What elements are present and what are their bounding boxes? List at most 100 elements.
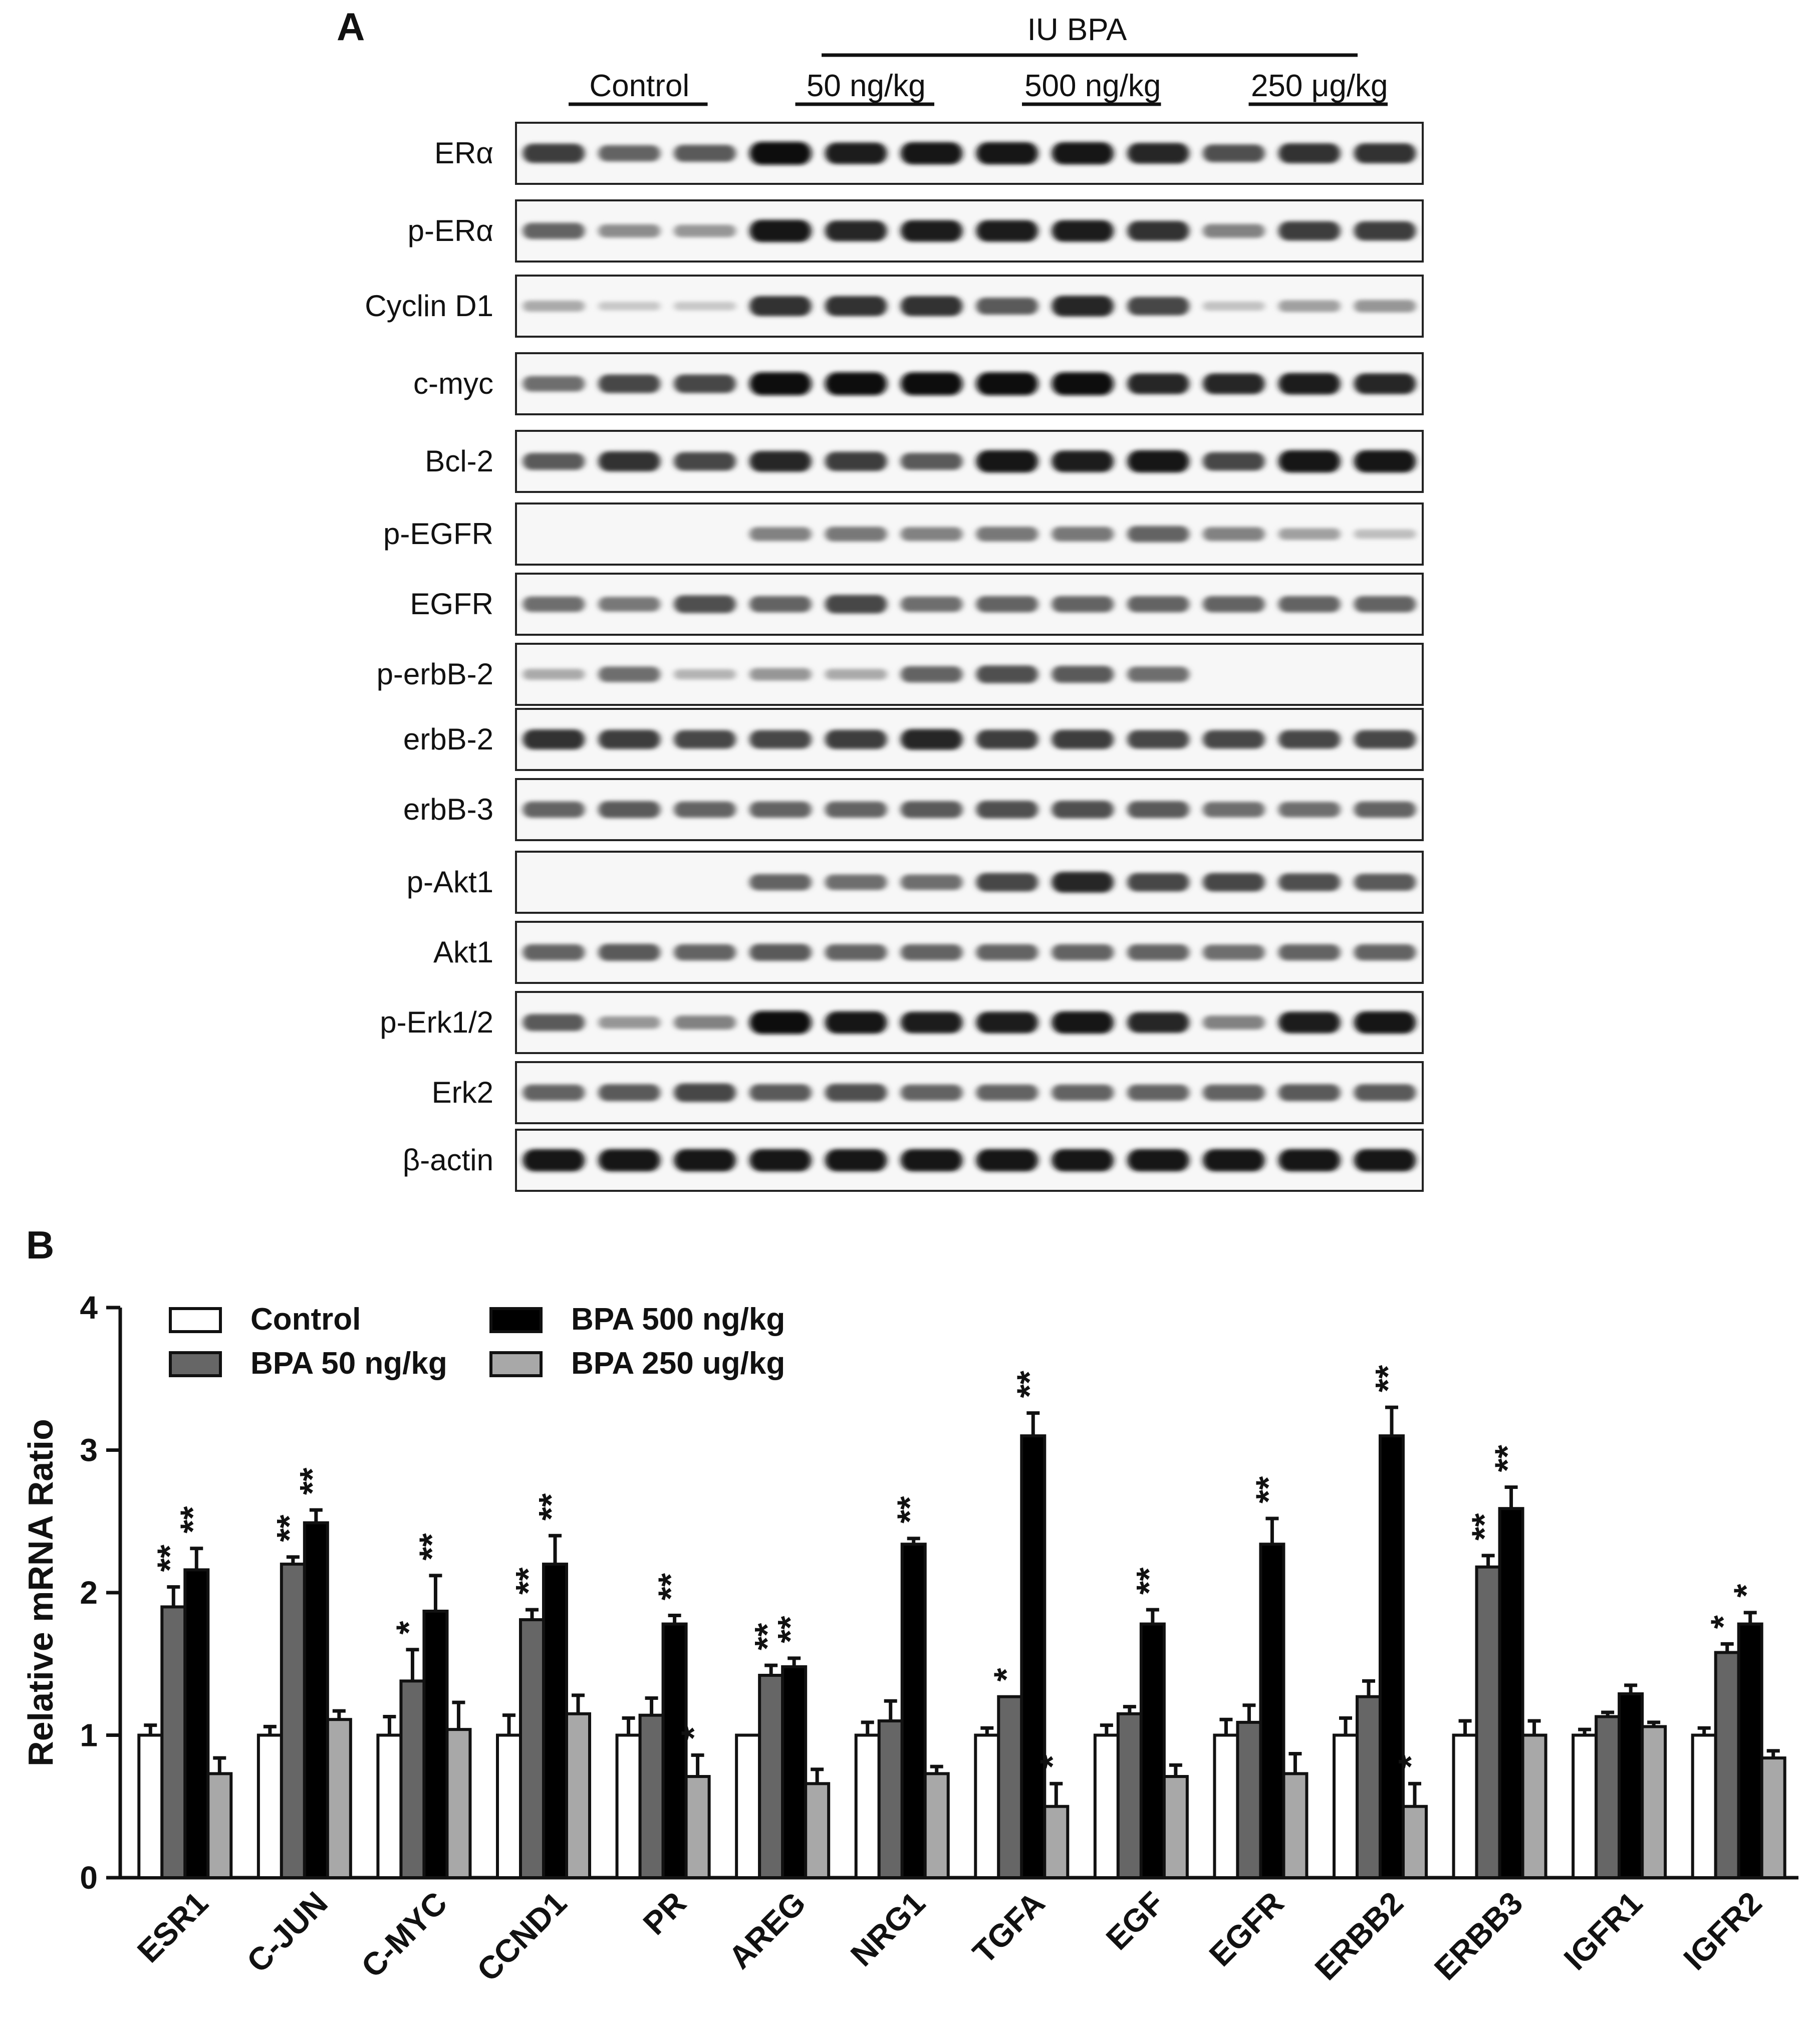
bar	[923, 1772, 950, 1879]
significance-mark: **	[1248, 1476, 1287, 1503]
blot-band	[1203, 1084, 1265, 1101]
blot-band	[1278, 450, 1341, 473]
blot-band	[900, 666, 963, 683]
blot-band	[900, 220, 963, 242]
significance-mark: **	[1009, 1370, 1049, 1398]
blot-band	[749, 1149, 812, 1172]
bar	[1093, 1733, 1120, 1879]
blot-band	[1052, 220, 1114, 242]
blot-label: p-erbB-2	[377, 657, 493, 691]
blot-band	[825, 372, 887, 395]
blot-band	[900, 527, 963, 541]
blot-band	[976, 298, 1038, 315]
blot-band	[1203, 596, 1265, 613]
blot-frame	[515, 643, 1424, 706]
legend-swatch	[169, 1351, 222, 1377]
x-tick-label: ERBB3	[1427, 1885, 1529, 1987]
legend-swatch	[169, 1307, 222, 1333]
blot-band	[1354, 730, 1416, 749]
blot-label: ERα	[434, 136, 493, 170]
significance-mark: **	[173, 1506, 212, 1534]
group-label-0: Control	[589, 69, 689, 103]
blot-band	[598, 801, 661, 818]
blot-label: p-Akt1	[407, 865, 493, 899]
bar	[1521, 1733, 1547, 1879]
blot-frame	[515, 502, 1424, 566]
blot-band	[1278, 528, 1341, 540]
x-tick-label: IGFR1	[1557, 1885, 1649, 1977]
blot-band	[749, 451, 812, 472]
blot-band	[1203, 144, 1265, 162]
blot-band	[674, 801, 736, 818]
bar	[1020, 1434, 1047, 1880]
blot-label: β-actin	[403, 1143, 493, 1177]
blot-band	[749, 1011, 812, 1034]
significance-mark: *	[986, 1668, 1025, 1682]
blot-band	[1127, 666, 1189, 682]
blot-band	[523, 1014, 585, 1031]
bar	[1737, 1622, 1763, 1880]
blot-band	[1052, 450, 1114, 472]
blot-label: Erk2	[432, 1076, 493, 1109]
bar	[1236, 1720, 1262, 1880]
blot-band	[598, 666, 661, 682]
blot-band	[598, 729, 661, 749]
y-axis-title: Relative mRNA Ratio	[21, 1419, 60, 1766]
blot-band	[1127, 373, 1189, 394]
blot-band	[598, 1016, 661, 1029]
blot-band	[598, 451, 661, 471]
blot-band	[976, 1149, 1038, 1172]
bar	[1452, 1733, 1478, 1879]
blot-band	[1354, 944, 1416, 961]
blot-band	[749, 730, 812, 749]
blot-row: p-EGFR	[383, 502, 1424, 566]
blot-band	[825, 527, 887, 542]
blot-band	[1278, 300, 1341, 312]
blot-band	[825, 220, 887, 241]
group-label-2: 500 ng/kg	[1024, 69, 1161, 103]
blot-band	[1278, 730, 1341, 749]
blot-band	[825, 669, 887, 680]
significance-mark: **	[1368, 1365, 1407, 1392]
blot-frame	[515, 275, 1424, 338]
significance-mark: *	[1391, 1754, 1430, 1768]
blot-band	[1354, 529, 1416, 539]
blot-band	[825, 142, 887, 164]
x-tick-label: TGFA	[966, 1885, 1052, 1971]
x-tick-label: AREG	[721, 1885, 813, 1976]
blot-band	[523, 596, 585, 612]
blot-band	[523, 301, 585, 312]
blot-band	[749, 527, 812, 541]
blot-band	[674, 1016, 736, 1030]
legend-label: Control	[250, 1302, 361, 1337]
blot-band	[1203, 373, 1265, 394]
bar	[1116, 1712, 1143, 1879]
blot-band	[1354, 1149, 1416, 1172]
significance-mark: *	[1032, 1754, 1072, 1768]
blot-label: p-ERα	[408, 214, 493, 247]
blot-band	[1052, 944, 1114, 961]
bar	[1714, 1651, 1740, 1879]
blot-band	[1354, 874, 1416, 891]
blot-band	[674, 224, 736, 237]
blot-band	[976, 729, 1038, 749]
blot-band	[1203, 802, 1265, 818]
x-tick-label: C-JUN	[240, 1885, 335, 1979]
significance-mark: **	[1488, 1444, 1527, 1472]
blot-row: p-erbB-2	[377, 643, 1424, 706]
group-label-3: 250 μg/kg	[1251, 69, 1388, 103]
blot-band	[1278, 944, 1341, 961]
significance-mark: **	[508, 1567, 548, 1595]
blot-band	[523, 944, 585, 961]
blot-band	[1052, 372, 1114, 395]
blot-band	[749, 874, 812, 891]
blot-band	[1278, 1084, 1341, 1101]
bar	[974, 1733, 1000, 1879]
blot-label: EGFR	[410, 587, 493, 621]
bar	[496, 1733, 522, 1879]
x-tick-label: IGFR2	[1676, 1885, 1768, 1977]
blot-band	[1354, 450, 1416, 473]
blot-band	[1127, 297, 1189, 316]
